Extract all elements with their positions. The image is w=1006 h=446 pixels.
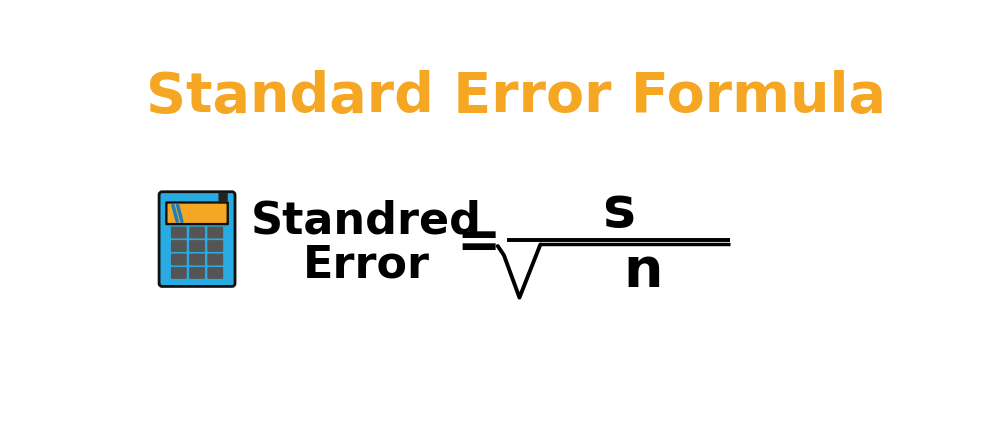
Text: =: = (457, 217, 501, 269)
Text: n: n (624, 245, 663, 299)
FancyBboxPatch shape (159, 192, 235, 286)
FancyBboxPatch shape (189, 254, 205, 265)
FancyBboxPatch shape (189, 267, 205, 279)
FancyBboxPatch shape (207, 227, 223, 239)
FancyBboxPatch shape (165, 201, 229, 225)
Text: s: s (603, 184, 635, 238)
FancyBboxPatch shape (171, 240, 187, 252)
FancyBboxPatch shape (189, 227, 205, 239)
FancyBboxPatch shape (171, 254, 187, 265)
Text: Error: Error (303, 243, 430, 286)
FancyBboxPatch shape (168, 204, 226, 223)
FancyBboxPatch shape (207, 254, 223, 265)
FancyBboxPatch shape (218, 193, 227, 202)
FancyBboxPatch shape (207, 267, 223, 279)
FancyBboxPatch shape (207, 240, 223, 252)
Text: Standred: Standred (250, 200, 482, 243)
FancyBboxPatch shape (171, 227, 187, 239)
FancyBboxPatch shape (171, 267, 187, 279)
Text: Standard Error Formula: Standard Error Formula (146, 70, 885, 124)
FancyBboxPatch shape (189, 240, 205, 252)
